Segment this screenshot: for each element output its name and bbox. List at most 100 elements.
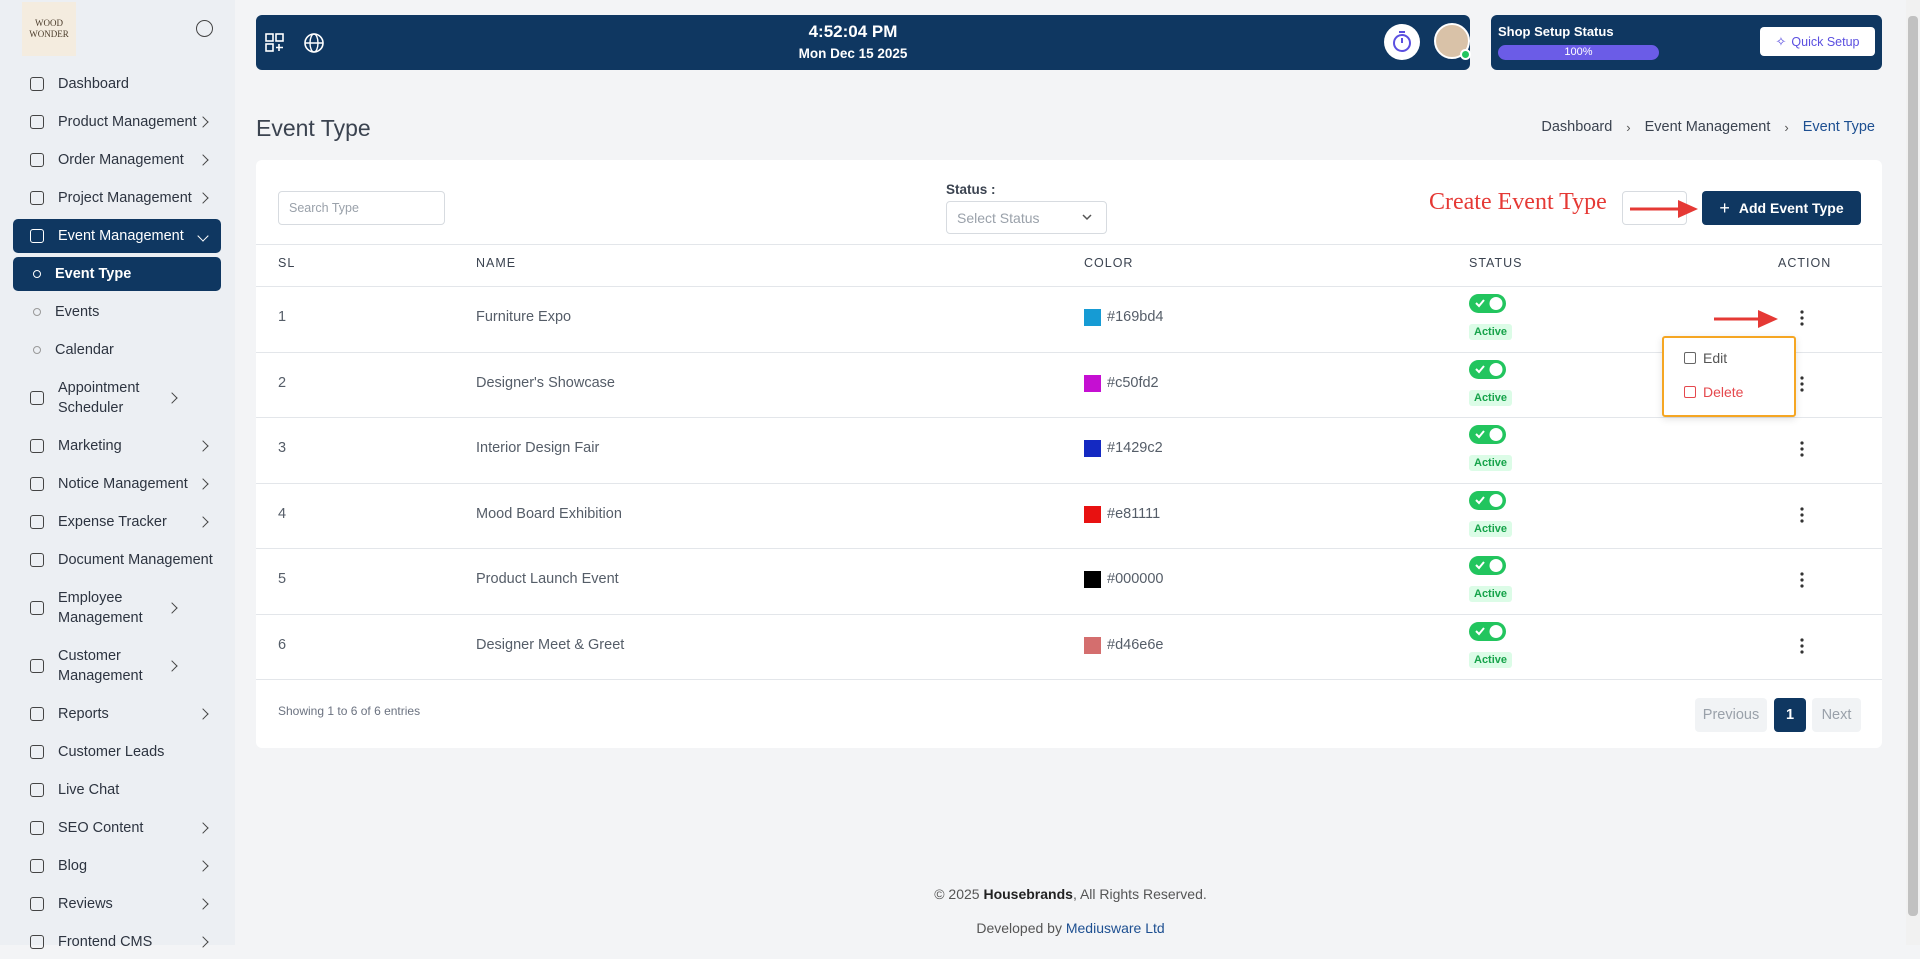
submenu-item[interactable]: Event Type — [13, 257, 221, 291]
chevron — [166, 660, 178, 672]
menu-item[interactable]: Reports — [13, 697, 221, 731]
menu-item[interactable]: Dashboard — [13, 67, 221, 101]
color-swatch — [1084, 440, 1101, 457]
menu-item[interactable]: Project Management — [13, 181, 221, 215]
column-header[interactable]: COLOR — [1084, 256, 1134, 270]
scrollbar[interactable] — [1906, 0, 1920, 945]
chevron — [197, 860, 209, 872]
breadcrumb-item[interactable]: Dashboard — [1541, 119, 1613, 135]
menu-item[interactable]: Expense Tracker — [13, 505, 221, 539]
brand[interactable]: Housebrands — [983, 886, 1073, 902]
status-toggle[interactable] — [1469, 359, 1506, 379]
status-badge: Active — [1469, 455, 1513, 471]
status-badge: Active — [1469, 389, 1513, 406]
cell-color: #d46e6e — [1107, 636, 1164, 653]
quick-setup-button[interactable]: ✧ Quick Setup — [1760, 27, 1875, 56]
dropdown-item[interactable]: Delete — [1684, 384, 1743, 400]
scrollbar-thumb[interactable] — [1908, 16, 1918, 916]
topbar-icons[interactable] — [265, 32, 325, 54]
action-menu[interactable] — [1797, 637, 1807, 655]
cell-sl: 6 — [278, 636, 287, 653]
search-input[interactable]: Search Type — [278, 191, 445, 225]
cell-color: #1429c2 — [1107, 440, 1163, 456]
menu-item[interactable]: Appointment Scheduler — [13, 371, 221, 425]
status-toggle[interactable] — [1469, 556, 1506, 575]
status-filter-label: Status : — [946, 182, 996, 197]
row-divider — [256, 613, 1882, 615]
status-toggle[interactable] — [1469, 425, 1506, 444]
status-toggle[interactable] — [1469, 621, 1506, 641]
menu-item[interactable]: Event Management — [13, 219, 221, 253]
menu-item[interactable]: Blog — [13, 849, 221, 883]
page-title: Event Type — [256, 115, 371, 141]
cell-name: Mood Board Exhibition — [476, 505, 622, 522]
cell-color: #c50fd2 — [1107, 374, 1159, 391]
menu-label: Employee Management — [58, 590, 143, 626]
chevron — [197, 822, 209, 834]
menu-item[interactable]: Customer Leads — [13, 735, 221, 769]
menu-item[interactable]: Reviews — [13, 887, 221, 921]
logo[interactable]: WOOD WONDER — [22, 2, 76, 56]
menu-item[interactable]: Employee Management — [13, 581, 221, 635]
row-divider — [256, 482, 1882, 484]
breadcrumb-item[interactable]: Event Management — [1644, 119, 1771, 135]
menu-item[interactable]: Product Management — [13, 105, 221, 139]
submenu-item[interactable]: Calendar — [13, 333, 221, 367]
divider — [256, 244, 1882, 245]
submenu-item[interactable]: Events — [13, 295, 221, 329]
collapse-toggle[interactable] — [196, 20, 213, 37]
action-menu[interactable] — [1797, 440, 1807, 458]
cell-sl: 1 — [278, 309, 287, 325]
menu-item[interactable]: Frontend CMS — [13, 925, 221, 959]
menu-icon — [30, 391, 44, 405]
chevron — [197, 898, 209, 910]
developer-link[interactable]: Mediusware Ltd — [1065, 920, 1165, 936]
menu-item[interactable]: Order Management — [13, 143, 221, 177]
table-info: Showing 1 to 6 of 6 entries — [278, 704, 421, 718]
column-header[interactable]: NAME — [476, 256, 517, 270]
menu-item[interactable]: SEO Content — [13, 811, 221, 845]
status-badge: Active — [1469, 586, 1513, 602]
cell-color: #000000 — [1107, 571, 1164, 587]
add-button[interactable]: + Add Event Type — [1702, 191, 1861, 225]
status-badge: Active — [1469, 520, 1513, 537]
action-dropdown: Edit Delete — [1662, 336, 1796, 417]
status-toggle[interactable] — [1469, 294, 1506, 313]
chevron — [166, 602, 178, 614]
timer-button[interactable] — [1384, 24, 1420, 60]
chevron — [197, 516, 209, 528]
menu-item[interactable]: Marketing — [13, 429, 221, 463]
menu-item[interactable]: Live Chat — [13, 773, 221, 807]
action-menu[interactable] — [1797, 506, 1807, 524]
dropdown-item[interactable]: Edit — [1684, 350, 1727, 366]
action-menu[interactable] — [1797, 375, 1807, 393]
page-button[interactable]: Next — [1812, 698, 1861, 732]
action-menu[interactable] — [1797, 571, 1807, 589]
avatar[interactable] — [1434, 23, 1471, 60]
menu-item[interactable]: Customer Management — [13, 639, 221, 693]
page-button[interactable]: 1 — [1774, 698, 1806, 732]
menu-icon — [30, 707, 44, 721]
menu-icon — [30, 553, 44, 567]
copyright-text: © 2025 — [934, 886, 984, 902]
menu-icon — [30, 745, 44, 759]
submenu-label: Events — [55, 304, 100, 320]
menu-icon — [30, 659, 44, 673]
menu-label: Marketing — [58, 438, 122, 454]
column-header[interactable]: SL — [278, 256, 296, 270]
status-select[interactable]: Select Status — [946, 201, 1107, 234]
menu-icon — [30, 821, 44, 835]
credit-text: Developed by — [976, 920, 1066, 936]
column-header[interactable]: STATUS — [1469, 256, 1523, 270]
menu-item[interactable]: Document Management — [13, 543, 221, 577]
menu-item[interactable]: Notice Management — [13, 467, 221, 501]
status-toggle[interactable] — [1469, 490, 1506, 510]
annotation-arrow — [1630, 200, 1698, 218]
action-menu[interactable] — [1797, 309, 1807, 327]
chevron — [197, 230, 209, 242]
menu-label: Customer Leads — [58, 744, 165, 760]
menu-icon — [30, 783, 44, 797]
page-button[interactable]: Previous — [1695, 698, 1767, 732]
chevron — [197, 478, 209, 490]
